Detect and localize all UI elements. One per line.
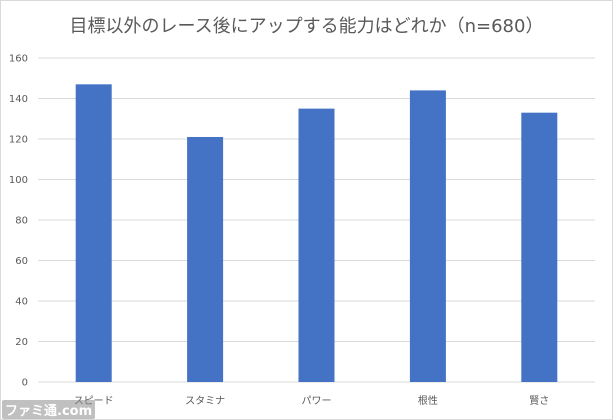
bar-1 (75, 84, 112, 382)
chart-title: 目標以外のレース後にアップする能力はどれか（n=680） (69, 16, 544, 37)
y-axis-ticks: 0 20 40 60 80 100 120 140 160 (9, 54, 28, 389)
watermark-logo: ファミ通.com (2, 400, 96, 419)
x-category-label: 根性 (418, 394, 438, 407)
y-tick-label: 20 (15, 337, 28, 348)
x-axis-labels: スピードスタミナパワー根性賢さ (74, 394, 550, 407)
x-category-label: スタミナ (185, 395, 225, 407)
bar-3 (298, 108, 335, 382)
x-category-label: パワー (302, 395, 332, 407)
y-tick-label: 40 (15, 297, 28, 308)
y-tick-label: 0 (22, 378, 28, 389)
bar-2 (187, 136, 224, 382)
y-tick-label: 160 (9, 54, 28, 65)
bars (75, 84, 558, 383)
y-tick-label: 140 (9, 94, 28, 105)
y-tick-label: 120 (9, 135, 28, 146)
y-tick-label: 60 (15, 256, 28, 267)
y-tick-label: 80 (15, 216, 28, 227)
y-tick-label: 100 (9, 175, 28, 186)
x-category-label: 賢さ (529, 395, 549, 407)
bar-4 (409, 90, 446, 383)
bar-5 (521, 112, 558, 383)
